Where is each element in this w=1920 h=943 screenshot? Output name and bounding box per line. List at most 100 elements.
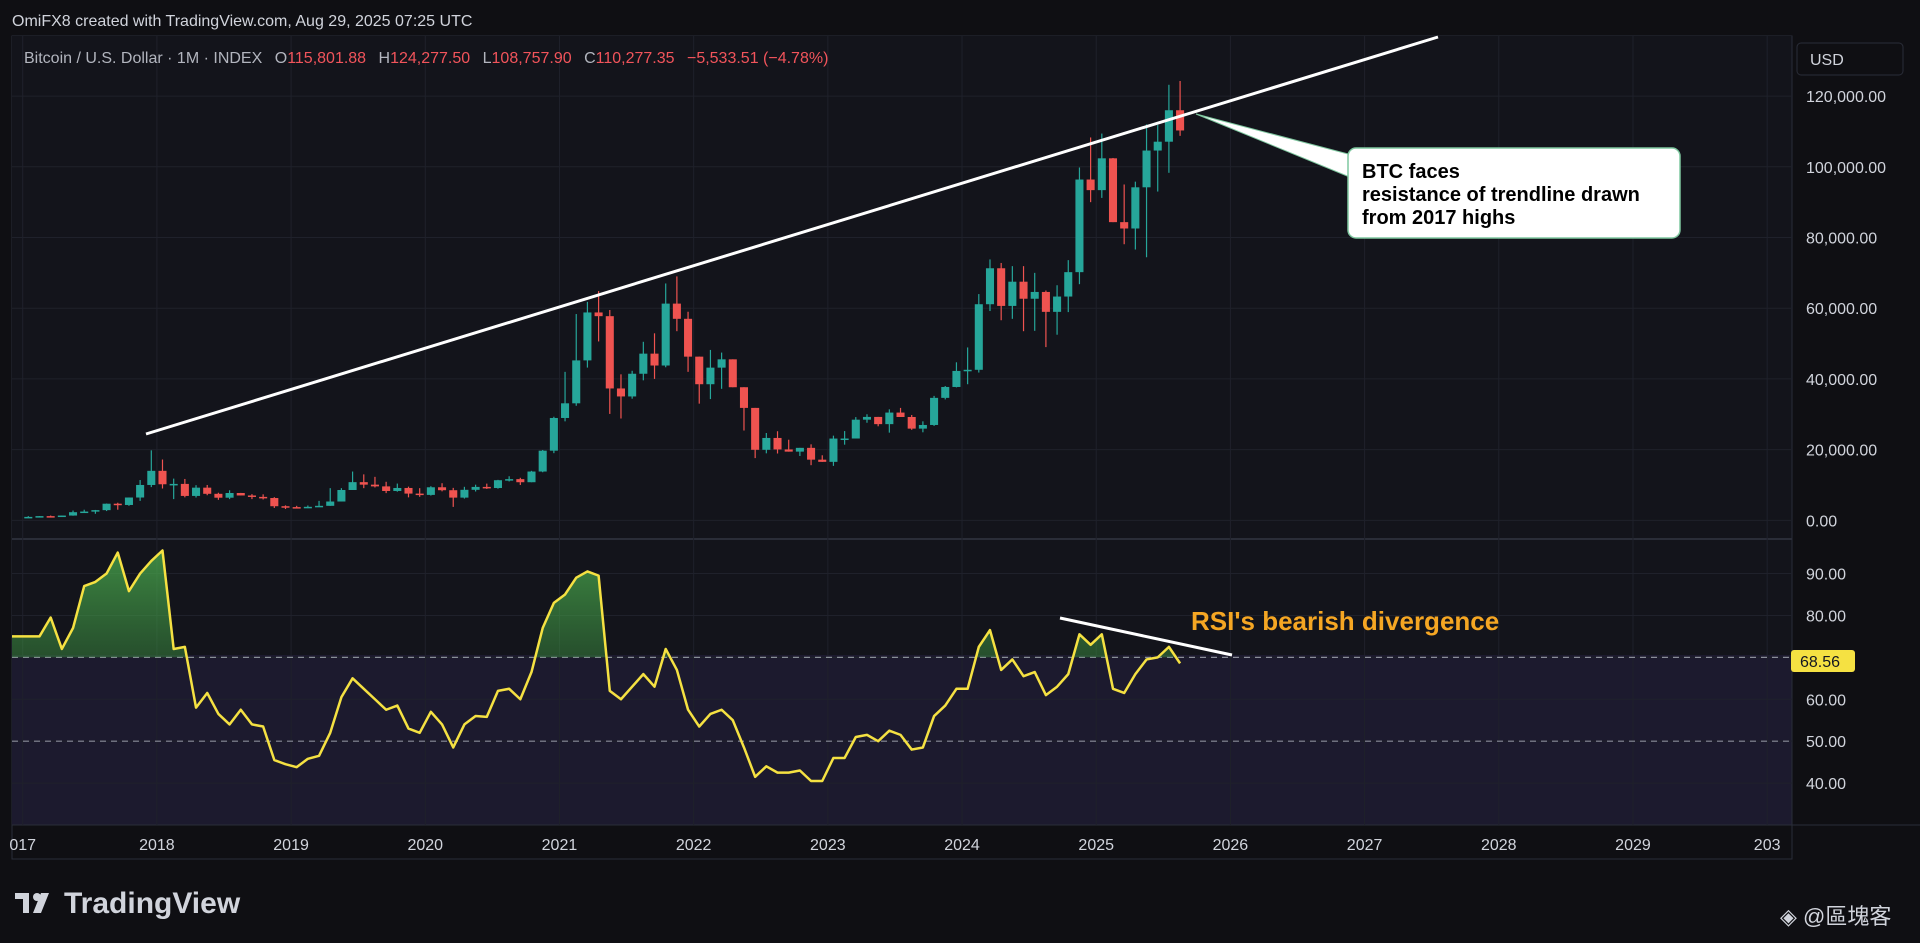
- candle: [997, 262, 1006, 321]
- x-tick-label: 2024: [944, 837, 980, 854]
- candle-body: [471, 486, 480, 490]
- x-tick-label: 2023: [810, 837, 846, 854]
- candle: [672, 276, 681, 332]
- candle-body: [337, 489, 346, 502]
- candle-body: [639, 353, 648, 374]
- candle-body: [1041, 291, 1050, 312]
- candle-body: [974, 304, 983, 370]
- candle: [561, 371, 570, 422]
- candle-body: [628, 373, 637, 397]
- candle-body: [203, 487, 212, 494]
- candle-body: [505, 479, 514, 481]
- candle: [840, 431, 849, 445]
- candle: [807, 444, 816, 466]
- x-tick-label: 2029: [1615, 837, 1651, 854]
- candle: [661, 283, 670, 368]
- candle-body: [69, 512, 78, 516]
- time-axis: 017 2018 2019 2020 2021 2022 2023 2024 2025 2026 2…: [9, 837, 1780, 854]
- candle: [35, 516, 44, 518]
- candle: [952, 362, 961, 388]
- candle-body: [180, 483, 189, 496]
- candle-body: [1019, 281, 1028, 299]
- rsi-trendline[interactable]: [1059, 616, 1233, 657]
- candle: [907, 414, 916, 430]
- candle: [572, 314, 581, 406]
- candle-body: [762, 437, 771, 450]
- price-tick-label: 40,000.00: [1806, 372, 1877, 389]
- candle-body: [829, 438, 838, 462]
- price-axis: 0.00 20,000.00 40,000.00 60,000.00 80,000.00…: [1806, 89, 1886, 530]
- tv-logo-icon: [15, 893, 49, 913]
- callout-line-1: BTC faces: [1362, 161, 1460, 183]
- candle-body: [482, 486, 491, 489]
- candle: [315, 500, 324, 508]
- candle: [538, 449, 547, 473]
- candle: [639, 341, 648, 381]
- candle: [24, 516, 33, 519]
- candle: [69, 510, 78, 516]
- rsi-overbought-area: [12, 550, 1177, 658]
- candle-body: [247, 495, 256, 497]
- candle-body: [918, 424, 927, 429]
- candle: [203, 484, 212, 496]
- candle-body: [549, 417, 558, 451]
- price-trendline[interactable]: [145, 35, 1439, 436]
- candle-body: [874, 416, 883, 425]
- candle: [415, 488, 424, 497]
- candle: [751, 407, 760, 459]
- rsi-value-badge: 68.56: [1791, 650, 1855, 672]
- price-tick-label: 120,000.00: [1806, 89, 1886, 106]
- candle-body: [840, 438, 849, 441]
- currency-button[interactable]: USD: [1796, 42, 1904, 76]
- high-value: 124,277.50: [390, 50, 470, 67]
- candle-body: [225, 492, 234, 498]
- candle-body: [1142, 150, 1151, 188]
- callout-annotation[interactable]: BTC faces resistance of trendline drawn …: [1195, 113, 1681, 239]
- tradingview-logo[interactable]: TradingView: [15, 887, 241, 920]
- price-pane: [12, 36, 1792, 539]
- candle: [225, 490, 234, 500]
- candle-body: [985, 268, 995, 305]
- candle: [1097, 133, 1106, 198]
- candle: [784, 439, 793, 452]
- candle: [147, 450, 156, 488]
- candle-body: [616, 388, 625, 397]
- x-tick-label: 2018: [139, 837, 175, 854]
- candle-body: [315, 505, 324, 508]
- candle: [985, 259, 995, 312]
- candle-body: [583, 312, 592, 361]
- candle: [516, 477, 525, 485]
- candle-body: [404, 487, 413, 494]
- candle-body: [415, 493, 424, 496]
- candle: [236, 492, 245, 496]
- candle-body: [382, 486, 391, 491]
- candle: [728, 359, 737, 388]
- credit-text: OmiFX8 created with TradingView.com, Aug…: [12, 13, 472, 30]
- candle: [605, 309, 614, 414]
- candle: [918, 421, 927, 433]
- rsi-tick-label: 50.00: [1806, 734, 1846, 751]
- candle-body: [348, 482, 357, 490]
- candle: [57, 515, 66, 518]
- rsi-line: [12, 549, 1182, 783]
- candle-body: [930, 397, 939, 425]
- price-tick-label: 60,000.00: [1806, 301, 1877, 318]
- candle: [594, 291, 603, 342]
- candle: [370, 476, 379, 488]
- change-value: −5,533.51 (−4.78%): [687, 50, 828, 67]
- candle-body: [214, 493, 223, 498]
- candle-body: [1131, 187, 1140, 229]
- candle: [1176, 80, 1185, 136]
- candle-body: [1030, 291, 1039, 299]
- candle: [449, 487, 458, 507]
- price-tick-label: 100,000.00: [1806, 160, 1886, 177]
- candle-body: [35, 516, 44, 518]
- candle: [438, 483, 447, 492]
- candle-body: [259, 496, 268, 499]
- candle-body: [236, 492, 245, 496]
- candle: [1086, 137, 1095, 203]
- candle: [706, 349, 715, 400]
- price-tick-label: 0.00: [1806, 513, 1837, 530]
- candle: [1108, 157, 1118, 223]
- high-label: H: [379, 50, 391, 67]
